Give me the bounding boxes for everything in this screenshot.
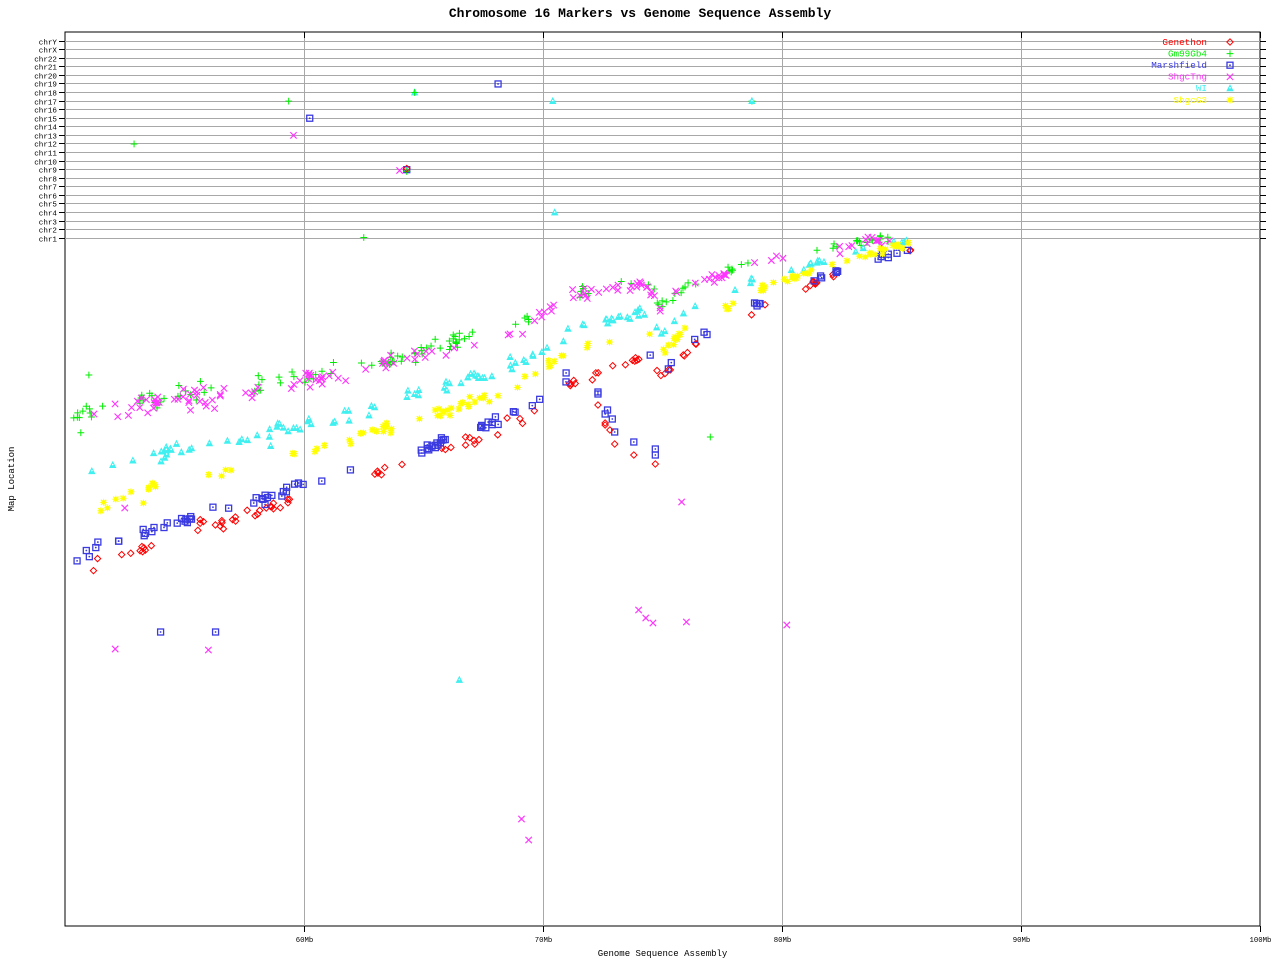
svg-text:WI: WI <box>1196 83 1207 94</box>
svg-text:chr18: chr18 <box>34 90 57 98</box>
svg-text:chr7: chr7 <box>39 184 57 192</box>
svg-text:chr13: chr13 <box>34 133 57 141</box>
svg-text:chr14: chr14 <box>34 124 57 132</box>
svg-text:chr2: chr2 <box>39 227 58 235</box>
svg-text:ShgcG3: ShgcG3 <box>1174 95 1207 106</box>
svg-text:chr21: chr21 <box>34 64 57 72</box>
svg-text:chrX: chrX <box>39 47 58 55</box>
svg-text:chr8: chr8 <box>39 176 58 184</box>
svg-text:Genethon: Genethon <box>1162 37 1207 48</box>
svg-text:100Mb: 100Mb <box>1250 937 1272 945</box>
svg-text:chr6: chr6 <box>39 193 58 201</box>
svg-text:chr12: chr12 <box>34 141 57 149</box>
svg-text:chr20: chr20 <box>34 73 57 81</box>
svg-text:chr19: chr19 <box>34 81 57 89</box>
svg-text:chr16: chr16 <box>34 107 57 115</box>
svg-text:Gm99Gb4: Gm99Gb4 <box>1168 48 1207 59</box>
svg-text:70Mb: 70Mb <box>535 937 553 945</box>
svg-text:chr3: chr3 <box>39 219 58 227</box>
svg-text:Chromosome 16 Markers vs Genom: Chromosome 16 Markers vs Genome Sequence… <box>449 6 831 21</box>
svg-text:80Mb: 80Mb <box>774 937 792 945</box>
svg-text:chr5: chr5 <box>39 201 58 209</box>
svg-text:chr11: chr11 <box>34 150 57 158</box>
svg-text:chr1: chr1 <box>39 236 58 244</box>
svg-text:Genome Sequence Assembly: Genome Sequence Assembly <box>598 949 728 959</box>
svg-text:chr15: chr15 <box>34 116 57 124</box>
svg-text:chrY: chrY <box>39 39 58 47</box>
svg-text:chr10: chr10 <box>34 159 57 167</box>
svg-text:chr9: chr9 <box>39 167 58 175</box>
svg-text:chr4: chr4 <box>39 210 58 218</box>
svg-text:Marshfield: Marshfield <box>1151 60 1207 71</box>
svg-text:chr22: chr22 <box>34 56 57 64</box>
svg-text:Map Location: Map Location <box>7 447 17 512</box>
svg-text:90Mb: 90Mb <box>1013 937 1031 945</box>
svg-text:ShgcTng: ShgcTng <box>1168 72 1207 83</box>
svg-text:60Mb: 60Mb <box>296 937 314 945</box>
svg-text:chr17: chr17 <box>34 99 57 107</box>
